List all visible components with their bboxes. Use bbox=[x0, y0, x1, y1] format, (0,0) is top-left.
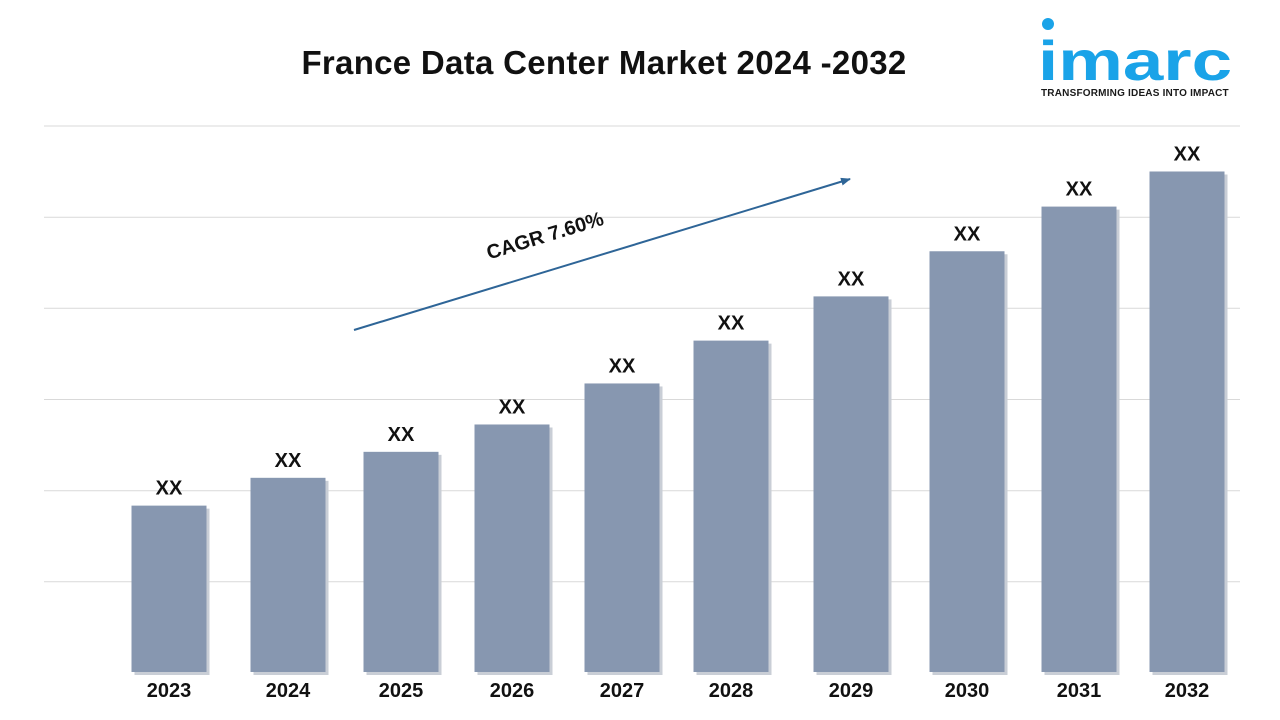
bar-2028 bbox=[693, 340, 769, 672]
x-tick-2024: 2024 bbox=[266, 680, 311, 702]
bar-2026 bbox=[474, 424, 550, 672]
cagr-label: CAGR 7.60% bbox=[484, 208, 607, 264]
cagr-arrow bbox=[353, 177, 851, 331]
data-label-2031: XX bbox=[1066, 179, 1093, 201]
logo-wordmark-text: imarc bbox=[1038, 29, 1232, 84]
bar-2029 bbox=[813, 296, 889, 672]
bar-2030 bbox=[929, 251, 1005, 672]
bar-2027 bbox=[584, 383, 660, 672]
data-label-2032: XX bbox=[1174, 143, 1201, 165]
x-tick-2027: 2027 bbox=[600, 680, 645, 702]
x-tick-2030: 2030 bbox=[945, 680, 990, 702]
bar-2031 bbox=[1041, 206, 1117, 672]
data-labels: XX XX XX XX XX XX XX XX XX XX bbox=[156, 143, 1201, 499]
data-label-2030: XX bbox=[954, 223, 981, 245]
data-label-2023: XX bbox=[156, 478, 183, 500]
data-label-2029: XX bbox=[838, 268, 865, 290]
data-label-2026: XX bbox=[499, 396, 526, 418]
imarc-wordmark: imarc bbox=[1038, 18, 1232, 84]
bar-2024 bbox=[250, 477, 326, 672]
x-tick-2029: 2029 bbox=[829, 680, 874, 702]
x-tick-2023: 2023 bbox=[147, 680, 192, 702]
x-tick-2031: 2031 bbox=[1057, 680, 1102, 702]
x-tick-2032: 2032 bbox=[1165, 680, 1210, 702]
x-tick-2028: 2028 bbox=[709, 680, 754, 702]
cagr-annotation: CAGR 7.60% bbox=[353, 177, 851, 331]
bar-2025 bbox=[363, 451, 439, 672]
x-tick-2026: 2026 bbox=[490, 680, 535, 702]
data-label-2027: XX bbox=[609, 355, 636, 377]
data-label-2028: XX bbox=[718, 313, 745, 335]
imarc-logo: imarc TRANSFORMING IDEAS INTO IMPACT bbox=[1038, 14, 1234, 100]
bars bbox=[131, 171, 1228, 675]
data-label-2025: XX bbox=[388, 424, 415, 446]
bar-2023 bbox=[131, 505, 207, 672]
data-label-2024: XX bbox=[275, 450, 302, 472]
x-tick-2025: 2025 bbox=[379, 680, 424, 702]
chart-title: France Data Center Market 2024 -2032 bbox=[301, 44, 907, 81]
x-axis-ticks: 2023 2024 2025 2026 2027 2028 2029 2030 2031 2032 bbox=[147, 680, 1210, 702]
bar-2032 bbox=[1149, 171, 1225, 672]
logo-dot bbox=[1042, 18, 1054, 30]
logo-tagline: TRANSFORMING IDEAS INTO IMPACT bbox=[1041, 88, 1229, 99]
